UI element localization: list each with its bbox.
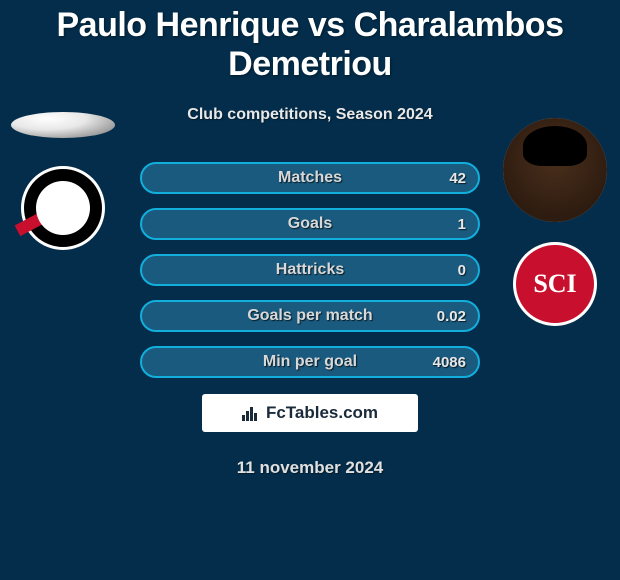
stat-bar-matches: Matches 42 [140, 162, 480, 194]
stat-value-right: 4086 [433, 354, 466, 371]
left-player-column [8, 118, 118, 250]
stat-value-right: 42 [449, 170, 466, 187]
stat-label: Goals per match [247, 307, 372, 325]
stat-bar-min-per-goal: Min per goal 4086 [140, 346, 480, 378]
stat-bar-hattricks: Hattricks 0 [140, 254, 480, 286]
fctables-label: FcTables.com [266, 403, 378, 423]
page-title: Paulo Henrique vs Charalambos Demetriou [0, 6, 620, 84]
stat-bar-goals: Goals 1 [140, 208, 480, 240]
vasco-crest-icon [36, 181, 90, 235]
stat-row: Min per goal 4086 [0, 346, 620, 378]
player-photo-right [503, 118, 607, 222]
internacional-monogram-icon: SCI [533, 269, 576, 299]
fctables-watermark: FcTables.com [202, 394, 418, 432]
stat-label: Hattricks [276, 261, 344, 279]
stat-bar-goals-per-match: Goals per match 0.02 [140, 300, 480, 332]
date-line: 11 november 2024 [0, 458, 620, 478]
stat-label: Min per goal [263, 353, 357, 371]
player-photo-placeholder-left [11, 112, 115, 138]
bar-chart-icon [242, 405, 260, 421]
club-logo-vasco [21, 166, 105, 250]
face-icon [503, 118, 607, 222]
stat-value-right: 0.02 [437, 308, 466, 325]
stat-value-right: 1 [458, 216, 466, 233]
club-logo-internacional: SCI [513, 242, 597, 326]
stat-label: Matches [278, 169, 342, 187]
right-player-column: SCI [500, 118, 610, 326]
stat-value-right: 0 [458, 262, 466, 279]
comparison-card: Paulo Henrique vs Charalambos Demetriou … [0, 0, 620, 478]
stat-label: Goals [288, 215, 332, 233]
